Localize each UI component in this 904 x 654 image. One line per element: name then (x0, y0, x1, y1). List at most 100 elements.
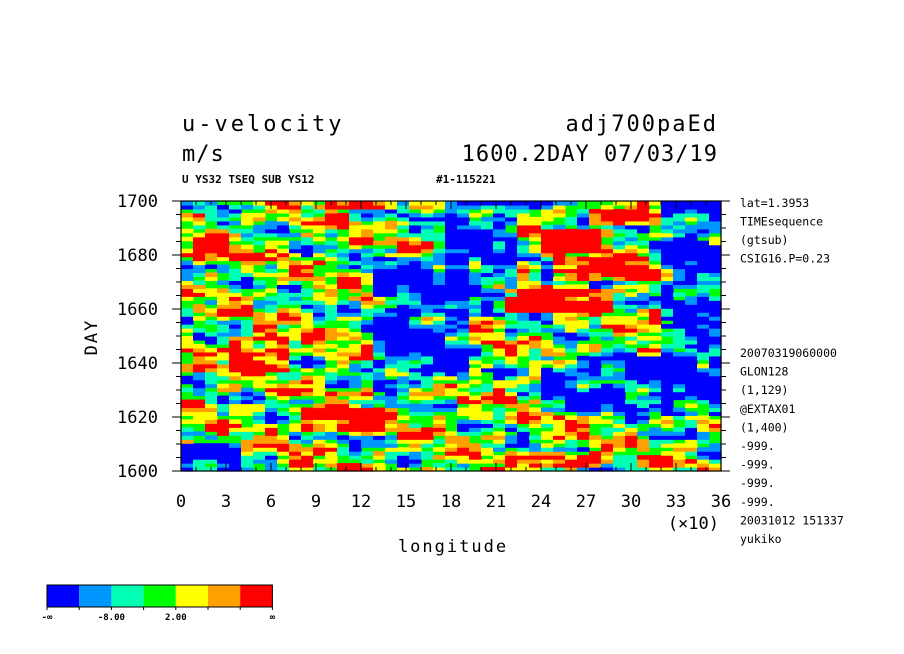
heatmap-cell (673, 451, 686, 456)
heatmap-cell (421, 244, 434, 250)
heatmap-cell (337, 467, 350, 472)
heatmap-cell (445, 256, 458, 262)
heatmap-cell (529, 419, 542, 424)
heatmap-cell (529, 236, 542, 242)
heatmap-cell (481, 248, 494, 254)
heatmap-cell (349, 212, 362, 218)
heatmap-cell (709, 308, 722, 313)
heatmap-cell (625, 423, 638, 428)
heatmap-cell (289, 363, 302, 369)
heatmap-cell (277, 264, 290, 270)
heatmap-cell (265, 244, 278, 250)
heatmap-cell (313, 359, 326, 365)
heatmap-cell (661, 220, 674, 226)
heatmap-cell (493, 244, 506, 250)
heatmap-cell (433, 284, 446, 289)
heatmap-cell (517, 339, 530, 345)
heatmap-cell (181, 328, 194, 333)
heatmap-cell (493, 264, 506, 270)
heatmap-cell (505, 212, 518, 218)
heatmap-cell (673, 216, 686, 222)
heatmap-cell (673, 276, 686, 282)
heatmap-cell (649, 455, 662, 460)
heatmap-cell (493, 228, 506, 234)
heatmap-cell (445, 355, 458, 361)
heatmap-cell (517, 347, 530, 353)
heatmap-cell (577, 383, 590, 389)
heatmap-cell (709, 383, 722, 389)
heatmap-cell (637, 201, 650, 206)
colorbar: -∞ -8.00 2.00 ∞ (42, 584, 276, 623)
heatmap-cell (493, 336, 506, 341)
heatmap-cell (445, 232, 458, 238)
heatmap-cell (673, 407, 686, 413)
heatmap-cell (445, 391, 458, 397)
heatmap-cell (385, 383, 398, 389)
heatmap-cell (205, 300, 218, 305)
heatmap-cell (469, 451, 482, 456)
heatmap-cell (193, 411, 206, 417)
heatmap-cell (313, 363, 326, 369)
heatmap-cell (337, 359, 350, 365)
heatmap-cell (469, 308, 482, 313)
heatmap-cell (361, 201, 374, 206)
heatmap-cell (529, 292, 542, 297)
heatmap-cell (181, 451, 194, 456)
heatmap-cell (277, 347, 290, 353)
heatmap-cell (529, 320, 542, 325)
heatmap-cell (625, 248, 638, 254)
heatmap-cell (217, 363, 230, 369)
heatmap-cell (613, 351, 626, 357)
heatmap-cell (349, 220, 362, 226)
heatmap-cell (517, 328, 530, 333)
heatmap-cell (409, 447, 422, 452)
x-tick-label: 30 (621, 492, 641, 512)
x-tick-label: 18 (441, 492, 461, 512)
heatmap-cell (709, 280, 722, 285)
heatmap-cell (349, 363, 362, 369)
heatmap-cell (349, 264, 362, 270)
heatmap-cell (661, 312, 674, 317)
heatmap-cell (505, 411, 518, 417)
heatmap-cell (601, 395, 614, 401)
heatmap-cell (625, 332, 638, 337)
heatmap-cell (397, 423, 410, 428)
heatmap-cell (421, 304, 434, 309)
heatmap-cell (445, 328, 458, 333)
heatmap-cell (409, 411, 422, 417)
heatmap-cell (685, 256, 698, 262)
heatmap-cell (289, 463, 302, 468)
heatmap-cell (181, 367, 194, 373)
heatmap-cell (217, 443, 230, 448)
heatmap-cell (181, 347, 194, 353)
heatmap-cell (373, 431, 386, 436)
heatmap-cell (217, 208, 230, 214)
heatmap-cell (409, 336, 422, 341)
heatmap-cell (481, 451, 494, 456)
heatmap-cell (529, 288, 542, 293)
heatmap-cell (577, 455, 590, 460)
heatmap-cell (589, 264, 602, 270)
heatmap-cell (601, 336, 614, 341)
heatmap-cell (277, 371, 290, 377)
heatmap-cell (661, 296, 674, 301)
heatmap-cell (445, 248, 458, 254)
heatmap-cell (625, 256, 638, 262)
heatmap-cell (181, 324, 194, 329)
heatmap-cell (301, 415, 314, 420)
heatmap-cell (517, 451, 530, 456)
heatmap-cell (265, 435, 278, 440)
heatmap-cell (409, 423, 422, 428)
heatmap-cell (337, 224, 350, 230)
heatmap-cell (265, 272, 278, 278)
heatmap-cell (301, 435, 314, 440)
heatmap-cell (505, 240, 518, 246)
heatmap-cell (409, 256, 422, 262)
heatmap-cell (289, 300, 302, 305)
heatmap-cell (265, 240, 278, 246)
heatmap-cell (709, 312, 722, 317)
heatmap-cell (373, 248, 386, 254)
heatmap-cell (337, 316, 350, 321)
heatmap-cell (301, 224, 314, 230)
side-info-top: lat=1.3953TIMEsequence(gtsub)CSIG16.P=0.… (740, 196, 830, 266)
